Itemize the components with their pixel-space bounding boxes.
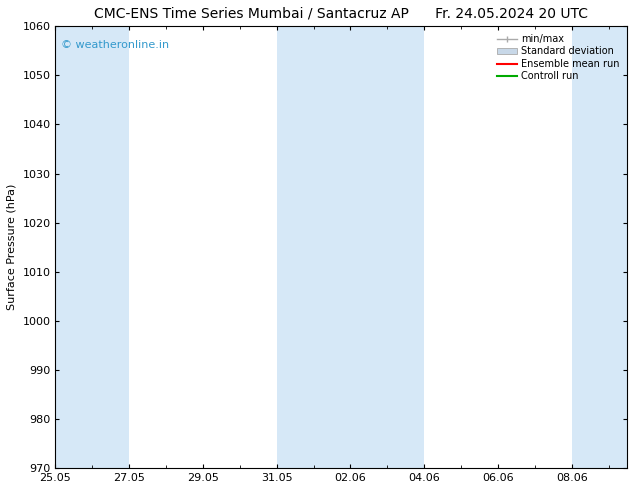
Text: © weatheronline.in: © weatheronline.in — [61, 40, 169, 49]
Bar — [276, 26, 351, 468]
Y-axis label: Surface Pressure (hPa): Surface Pressure (hPa) — [7, 184, 17, 311]
Bar — [572, 26, 627, 468]
Title: CMC-ENS Time Series Mumbai / Santacruz AP      Fr. 24.05.2024 20 UTC: CMC-ENS Time Series Mumbai / Santacruz A… — [94, 7, 588, 21]
Legend: min/max, Standard deviation, Ensemble mean run, Controll run: min/max, Standard deviation, Ensemble me… — [495, 31, 622, 84]
Bar — [351, 26, 424, 468]
Bar — [56, 26, 129, 468]
